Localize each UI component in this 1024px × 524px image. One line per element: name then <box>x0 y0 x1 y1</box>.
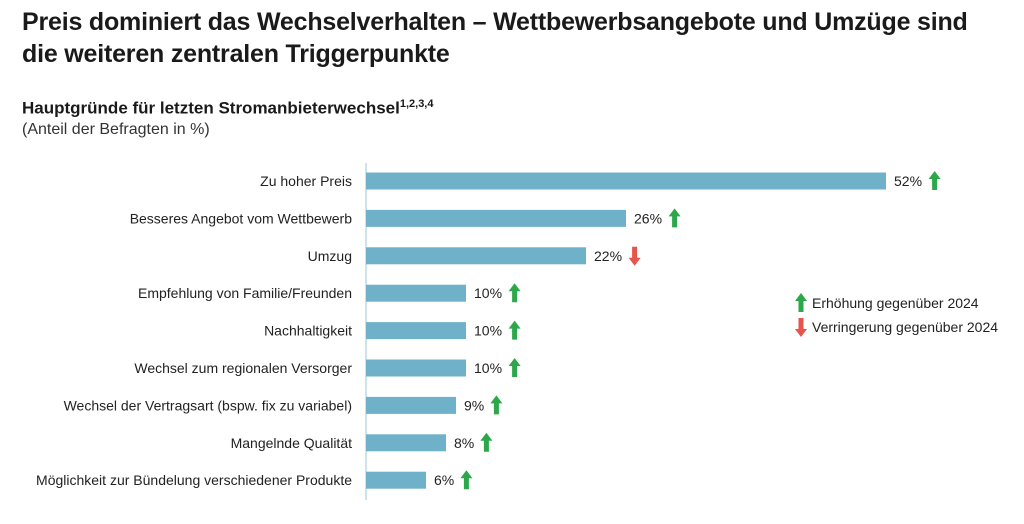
arrow-down-icon <box>628 246 641 266</box>
value-label: 10% <box>474 323 502 339</box>
value-label: 10% <box>474 285 502 301</box>
arrow-up-icon <box>460 470 473 490</box>
legend-up-label: Erhöhung gegenüber 2024 <box>812 295 979 311</box>
bar <box>366 359 466 377</box>
category-label: Möglichkeit zur Bündelung verschiedener … <box>36 472 352 488</box>
arrow-up-icon <box>508 320 521 340</box>
bar <box>366 172 886 190</box>
category-label: Empfehlung von Familie/Freunden <box>138 285 352 301</box>
value-label: 52% <box>894 173 922 189</box>
arrow-up-icon <box>508 358 521 377</box>
bar <box>366 247 586 265</box>
page-title: Preis dominiert das Wechselverhalten – W… <box>22 8 968 68</box>
value-label: 9% <box>464 397 484 413</box>
bar <box>366 284 466 302</box>
bar <box>366 209 626 227</box>
category-label: Wechsel der Vertragsart (bspw. fix zu va… <box>64 397 352 413</box>
arrow-up-icon <box>928 171 941 190</box>
legend-arrow-down-icon <box>795 318 807 337</box>
bar <box>366 471 426 489</box>
value-label: 8% <box>454 435 474 451</box>
category-label: Zu hoher Preis <box>260 173 352 189</box>
bar <box>366 322 466 340</box>
legend-arrow-up-icon <box>795 293 807 312</box>
arrow-up-icon <box>480 432 493 452</box>
category-label: Nachhaltigkeit <box>264 323 352 339</box>
category-label: Mangelnde Qualität <box>231 435 353 451</box>
value-label: 22% <box>594 248 622 264</box>
legend-down-label: Verringerung gegenüber 2024 <box>812 319 998 335</box>
category-label: Umzug <box>308 248 352 264</box>
arrow-up-icon <box>508 283 521 303</box>
footnotes: 1,2,3,4 <box>399 98 434 110</box>
bar <box>366 396 456 414</box>
value-label: 26% <box>634 210 662 226</box>
value-label: 10% <box>474 360 502 376</box>
category-label: Besseres Angebot vom Wettbewerb <box>130 210 353 226</box>
category-label: Wechsel zum regionalen Versorger <box>134 360 352 376</box>
value-label: 6% <box>434 472 454 488</box>
arrow-up-icon <box>668 208 681 228</box>
bar <box>366 434 446 452</box>
chart-title-text: Hauptgründe für letzten Stromanbieterwec… <box>22 98 400 118</box>
chart-title: Hauptgründe für letzten Stromanbieterwec… <box>22 98 433 119</box>
arrow-up-icon <box>490 395 503 415</box>
chart-subtitle: (Anteil der Befragten in %) <box>22 121 210 138</box>
